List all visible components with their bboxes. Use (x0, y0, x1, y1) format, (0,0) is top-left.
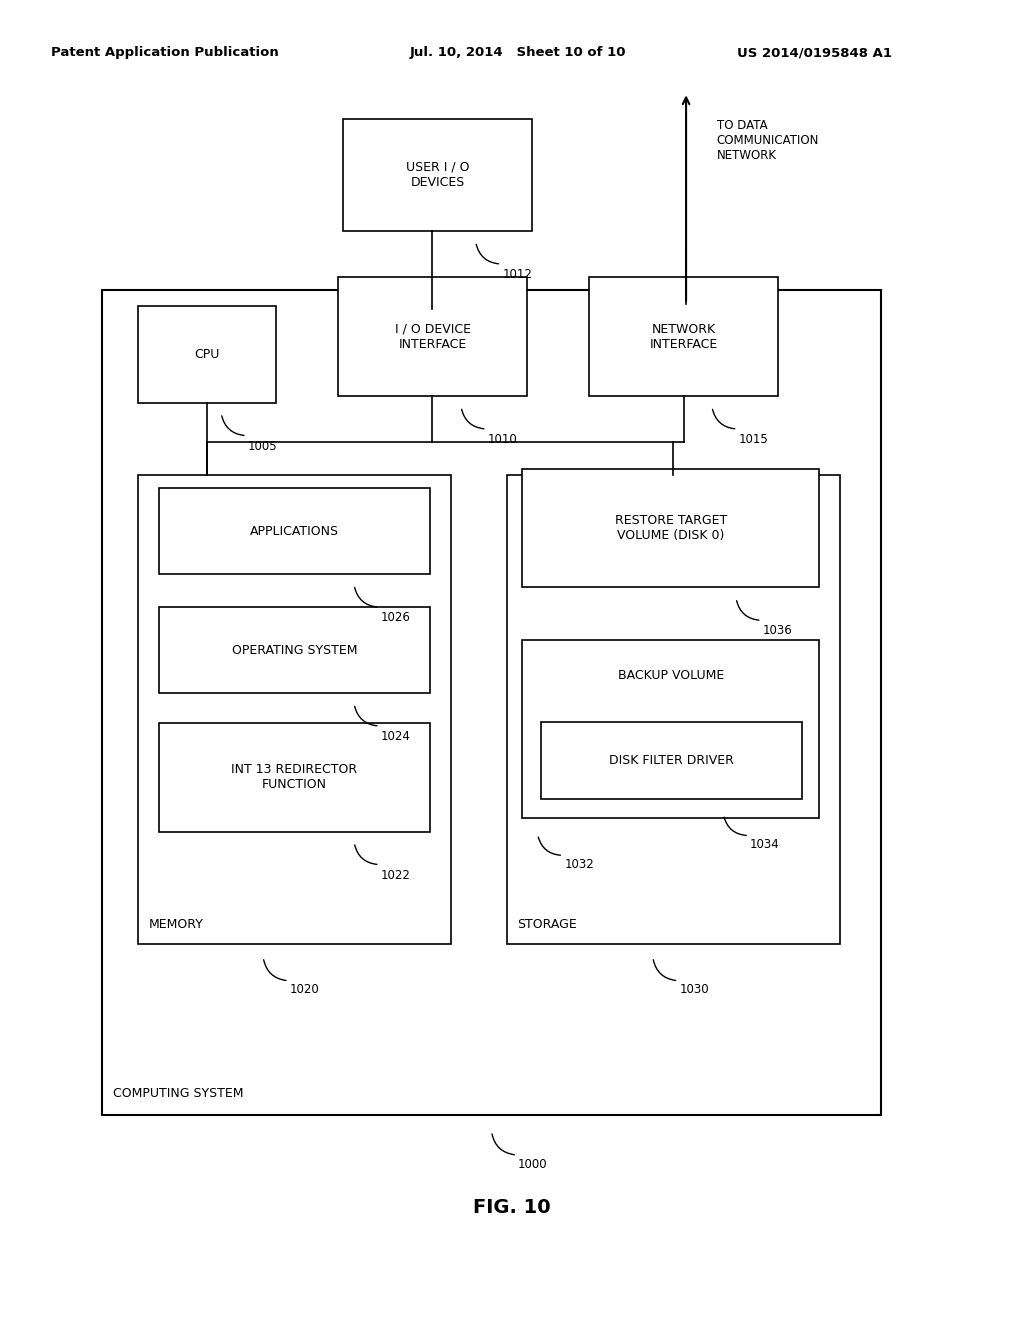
Text: 1022: 1022 (381, 869, 411, 882)
Text: APPLICATIONS: APPLICATIONS (250, 525, 339, 537)
FancyBboxPatch shape (159, 723, 430, 832)
Text: US 2014/0195848 A1: US 2014/0195848 A1 (737, 46, 892, 59)
Text: 1034: 1034 (750, 838, 780, 851)
Text: BACKUP VOLUME: BACKUP VOLUME (617, 669, 724, 682)
FancyBboxPatch shape (522, 469, 819, 587)
Text: USER I / O
DEVICES: USER I / O DEVICES (406, 161, 470, 189)
Text: 1030: 1030 (680, 983, 709, 997)
Text: 1005: 1005 (248, 440, 278, 453)
FancyBboxPatch shape (589, 277, 778, 396)
Text: 1000: 1000 (518, 1158, 548, 1171)
Text: MEMORY: MEMORY (148, 917, 204, 931)
Text: 1010: 1010 (487, 433, 517, 446)
Text: INT 13 REDIRECTOR
FUNCTION: INT 13 REDIRECTOR FUNCTION (231, 763, 357, 792)
FancyBboxPatch shape (541, 722, 802, 799)
FancyBboxPatch shape (343, 119, 532, 231)
Text: 1012: 1012 (503, 268, 532, 281)
FancyBboxPatch shape (159, 607, 430, 693)
Text: 1026: 1026 (381, 611, 411, 624)
Text: FIG. 10: FIG. 10 (473, 1199, 551, 1217)
Text: NETWORK
INTERFACE: NETWORK INTERFACE (649, 322, 718, 351)
FancyBboxPatch shape (507, 475, 840, 944)
FancyBboxPatch shape (338, 277, 527, 396)
Text: 1024: 1024 (381, 730, 411, 743)
Text: 1032: 1032 (564, 858, 594, 871)
FancyBboxPatch shape (522, 640, 819, 818)
Text: DISK FILTER DRIVER: DISK FILTER DRIVER (609, 754, 733, 767)
Text: 1036: 1036 (763, 624, 793, 638)
Text: TO DATA
COMMUNICATION
NETWORK: TO DATA COMMUNICATION NETWORK (717, 119, 819, 162)
Text: COMPUTING SYSTEM: COMPUTING SYSTEM (113, 1086, 243, 1100)
Text: CPU: CPU (195, 348, 220, 360)
FancyBboxPatch shape (138, 475, 451, 944)
Text: Jul. 10, 2014   Sheet 10 of 10: Jul. 10, 2014 Sheet 10 of 10 (410, 46, 626, 59)
Text: STORAGE: STORAGE (517, 917, 577, 931)
FancyBboxPatch shape (138, 306, 276, 403)
FancyBboxPatch shape (102, 290, 881, 1115)
Text: Patent Application Publication: Patent Application Publication (51, 46, 279, 59)
Text: 1015: 1015 (738, 433, 768, 446)
Text: 1020: 1020 (290, 983, 319, 997)
Text: I / O DEVICE
INTERFACE: I / O DEVICE INTERFACE (394, 322, 471, 351)
FancyBboxPatch shape (159, 488, 430, 574)
Text: RESTORE TARGET
VOLUME (DISK 0): RESTORE TARGET VOLUME (DISK 0) (614, 513, 727, 543)
Text: OPERATING SYSTEM: OPERATING SYSTEM (231, 644, 357, 656)
